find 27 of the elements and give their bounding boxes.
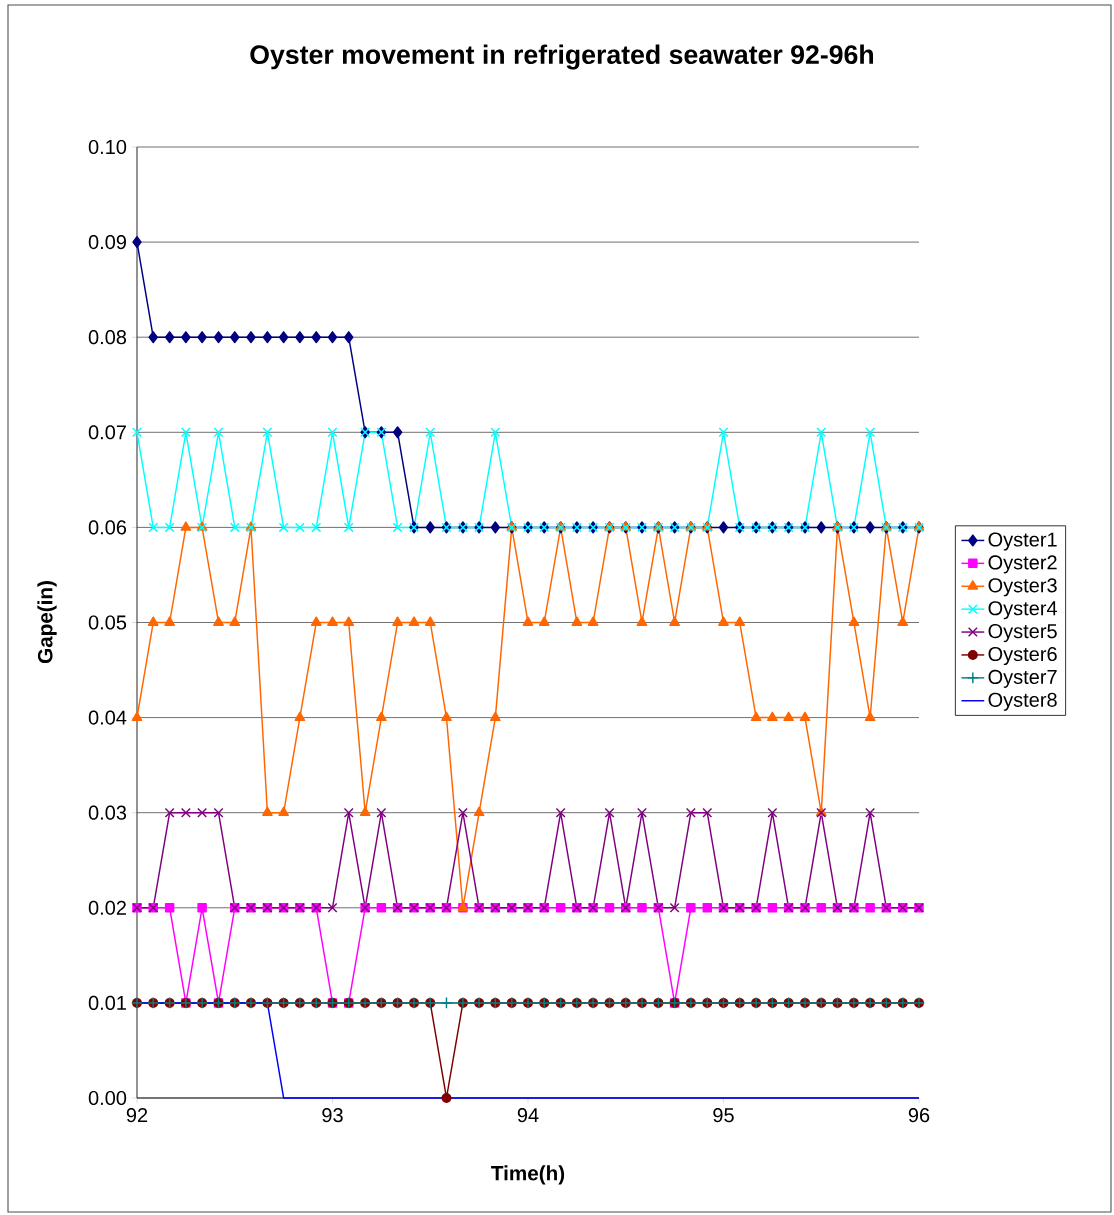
legend-label: Oyster8 (988, 692, 1057, 711)
y-tick-label: 0.03 (88, 805, 127, 820)
y-tick-label: 0.10 (88, 139, 127, 155)
x-axis-title: Time(h) (491, 1165, 565, 1185)
x-tick-label: 96 (908, 1108, 930, 1123)
y-tick-label: 0.02 (88, 900, 126, 915)
x-tick-label: 93 (322, 1108, 343, 1123)
y-axis-title: Gape(in) (37, 581, 57, 664)
legend-label: Oyster1 (988, 532, 1057, 551)
legend-label: Oyster2 (988, 555, 1057, 574)
y-tick-label: 0.00 (88, 1090, 127, 1106)
y-tick-label: 0.04 (88, 710, 127, 725)
y-tick-label: 0.06 (88, 520, 127, 535)
chart-title: Oyster movement in refrigerated seawater 92-96h (250, 44, 873, 70)
x-tick-label: 95 (713, 1108, 734, 1123)
legend-label: Oyster5 (988, 624, 1057, 643)
legend-label: Oyster3 (988, 578, 1057, 597)
y-tick-label: 0.09 (88, 235, 126, 250)
y-tick-label: 0.07 (88, 425, 126, 440)
y-tick-label: 0.08 (88, 330, 127, 345)
y-tick-label: 0.01 (88, 995, 126, 1010)
y-tick-label: 0.05 (88, 615, 127, 630)
legend-label: Oyster4 (988, 601, 1058, 620)
x-tick-label: 94 (517, 1108, 539, 1123)
x-tick-label: 92 (126, 1108, 148, 1123)
legend-label: Oyster7 (988, 669, 1057, 688)
legend-label: Oyster6 (988, 646, 1057, 666)
